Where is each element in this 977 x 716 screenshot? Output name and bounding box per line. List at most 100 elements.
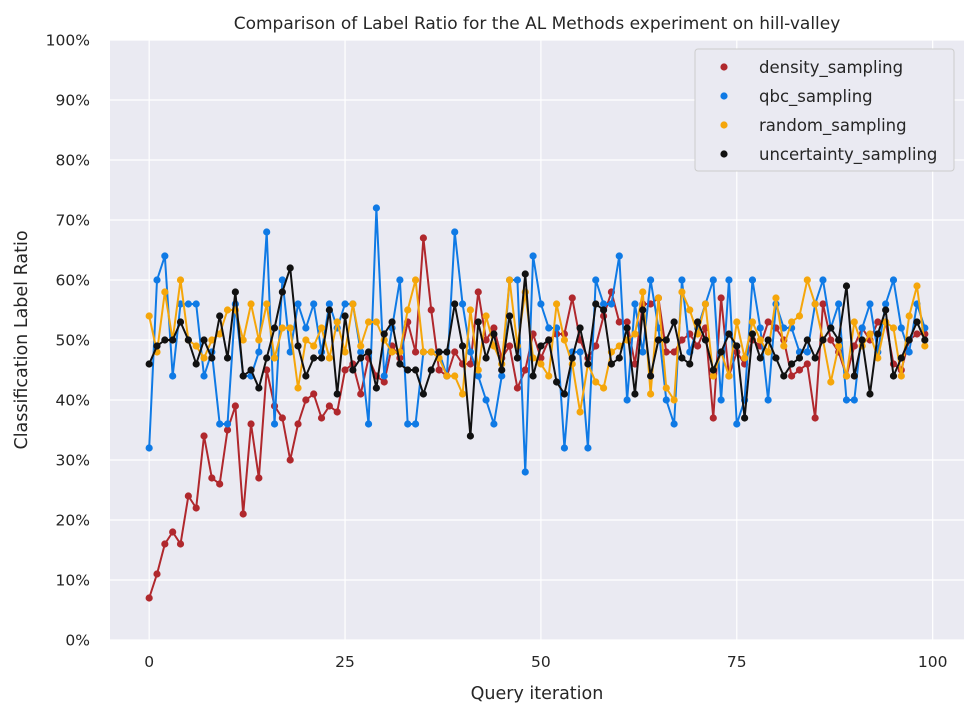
data-point (678, 288, 686, 296)
data-point (388, 348, 396, 356)
data-point (310, 342, 318, 350)
data-point (505, 342, 514, 350)
x-tick-label: 75 (727, 653, 747, 671)
data-point (302, 372, 310, 380)
y-tick-label: 30% (56, 452, 90, 470)
data-point (717, 348, 725, 356)
data-point (882, 306, 890, 314)
data-point (709, 276, 717, 284)
legend-label: qbc_sampling (759, 87, 873, 107)
data-point (811, 300, 819, 308)
data-point (231, 402, 239, 410)
data-point (286, 264, 294, 272)
data-point (897, 324, 905, 332)
data-point (811, 354, 819, 362)
data-point (388, 318, 396, 326)
data-point (176, 540, 185, 548)
data-point (435, 348, 443, 356)
data-point (889, 276, 898, 284)
data-point (686, 306, 694, 314)
data-point (882, 300, 890, 308)
data-point (325, 354, 333, 362)
data-point (662, 384, 670, 392)
data-point (639, 348, 647, 356)
data-point (803, 348, 811, 356)
data-point (764, 396, 772, 404)
data-point (803, 276, 811, 284)
data-point (835, 342, 843, 350)
legend-label: uncertainty_sampling (759, 145, 937, 165)
data-point (310, 390, 318, 398)
data-point (545, 372, 553, 380)
data-point (169, 528, 177, 536)
data-point (505, 276, 514, 284)
data-point (521, 270, 529, 278)
data-point (192, 360, 200, 368)
data-point (451, 372, 459, 380)
data-point (717, 294, 725, 302)
data-point (568, 354, 576, 362)
data-point (623, 318, 631, 326)
data-point (396, 360, 404, 368)
data-point (748, 276, 757, 284)
data-point (803, 360, 811, 368)
data-point (748, 330, 757, 338)
data-point (208, 474, 216, 482)
data-point (411, 366, 420, 374)
data-point (733, 420, 741, 428)
data-point (466, 306, 474, 314)
data-point (482, 336, 490, 344)
data-point (748, 318, 757, 326)
data-point (325, 402, 333, 410)
data-point (357, 348, 365, 356)
data-point (654, 294, 663, 302)
data-point (921, 342, 929, 350)
data-point (427, 348, 435, 356)
y-tick-label: 10% (56, 572, 90, 590)
data-point (717, 396, 725, 404)
data-point (458, 342, 467, 350)
data-point (145, 444, 153, 452)
data-point (819, 300, 827, 308)
legend: density_sampling qbc_sampling random_sampl… (694, 48, 955, 172)
data-point (725, 330, 733, 338)
data-point (819, 336, 827, 344)
data-point (513, 276, 522, 284)
data-point (513, 384, 522, 392)
data-point (764, 348, 772, 356)
data-point (795, 354, 804, 362)
data-point (474, 372, 482, 380)
data-point (451, 348, 459, 356)
data-point (678, 276, 686, 284)
data-point (560, 390, 569, 398)
data-point (631, 300, 639, 308)
data-point (294, 342, 302, 350)
data-point (372, 318, 380, 326)
x-tick-label: 50 (531, 653, 551, 671)
data-point (364, 348, 373, 356)
data-point (302, 336, 310, 344)
data-point (897, 372, 905, 380)
data-point (866, 330, 874, 338)
data-point (709, 366, 717, 374)
data-point (333, 408, 341, 416)
data-point (490, 420, 498, 428)
data-point (286, 348, 294, 356)
data-point (443, 372, 451, 380)
data-point (474, 288, 482, 296)
data-point (427, 306, 435, 314)
data-point (223, 354, 232, 362)
data-point (270, 420, 279, 428)
data-point (435, 366, 443, 374)
data-point (169, 372, 177, 380)
data-point (161, 252, 169, 260)
data-point (302, 324, 310, 332)
data-point (756, 324, 764, 332)
data-point (701, 300, 710, 308)
data-point (325, 306, 333, 314)
series-line-qbc_sampling (148, 207, 926, 473)
data-point (302, 396, 310, 404)
data-point (874, 318, 882, 326)
data-point (866, 300, 874, 308)
data-point (552, 378, 561, 386)
